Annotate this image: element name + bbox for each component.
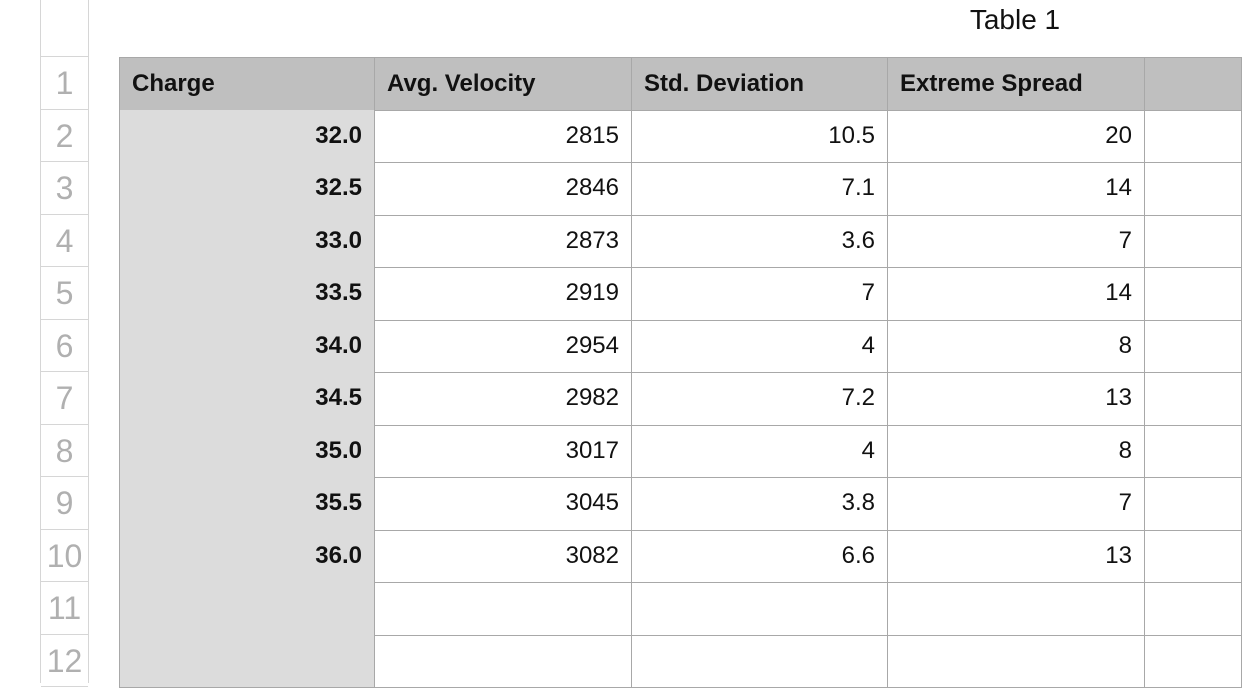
header-cell bbox=[1145, 57, 1242, 111]
row-number: 6 bbox=[41, 320, 88, 373]
row-label-cell: 34.0 bbox=[119, 320, 375, 374]
row-label-cell: 35.5 bbox=[119, 477, 375, 531]
data-cell: 6.6 bbox=[632, 530, 888, 584]
row-label-cell bbox=[119, 582, 375, 636]
data-cell: 20 bbox=[888, 110, 1145, 164]
data-cell: 2982 bbox=[375, 372, 632, 426]
data-cell: 14 bbox=[888, 267, 1145, 321]
data-cell bbox=[1145, 635, 1242, 688]
data-cell: 8 bbox=[888, 320, 1145, 374]
row-number: 2 bbox=[41, 110, 88, 163]
data-cell: 7.1 bbox=[632, 162, 888, 216]
data-cell bbox=[1145, 162, 1242, 216]
data-cell: 2919 bbox=[375, 267, 632, 321]
data-cell bbox=[1145, 372, 1242, 426]
row-number: 3 bbox=[41, 162, 88, 215]
data-cell: 13 bbox=[888, 530, 1145, 584]
row-label-cell: 35.0 bbox=[119, 425, 375, 479]
row-label-cell: 32.5 bbox=[119, 162, 375, 216]
data-cell: 3017 bbox=[375, 425, 632, 479]
data-cell: 4 bbox=[632, 320, 888, 374]
row-label-cell: 36.0 bbox=[119, 530, 375, 584]
header-cell: Avg. Velocity bbox=[375, 57, 632, 111]
row-number: 4 bbox=[41, 215, 88, 268]
data-cell bbox=[1145, 110, 1242, 164]
data-cell: 2815 bbox=[375, 110, 632, 164]
data-cell: 7 bbox=[888, 477, 1145, 531]
row-number: 9 bbox=[41, 477, 88, 530]
row-label-cell: 32.0 bbox=[119, 110, 375, 164]
data-cell: 10.5 bbox=[632, 110, 888, 164]
row-number: 11 bbox=[41, 582, 88, 635]
header-cell: Charge bbox=[119, 57, 375, 111]
data-cell bbox=[1145, 530, 1242, 584]
data-cell: 3.6 bbox=[632, 215, 888, 269]
data-cell: 14 bbox=[888, 162, 1145, 216]
data-cell bbox=[1145, 477, 1242, 531]
data-cell: 8 bbox=[888, 425, 1145, 479]
row-number: 8 bbox=[41, 425, 88, 478]
row-number: 1 bbox=[41, 57, 88, 110]
data-cell: 13 bbox=[888, 372, 1145, 426]
data-cell: 4 bbox=[632, 425, 888, 479]
data-cell bbox=[888, 635, 1145, 688]
row-label-cell bbox=[119, 635, 375, 688]
header-cell: Extreme Spread bbox=[888, 57, 1145, 111]
row-label-cell: 33.0 bbox=[119, 215, 375, 269]
row-label-cell: 33.5 bbox=[119, 267, 375, 321]
data-cell bbox=[1145, 267, 1242, 321]
data-cell: 7 bbox=[632, 267, 888, 321]
data-cell: 2873 bbox=[375, 215, 632, 269]
data-cell bbox=[888, 582, 1145, 636]
data-cell bbox=[1145, 582, 1242, 636]
data-cell bbox=[375, 582, 632, 636]
data-cell: 3.8 bbox=[632, 477, 888, 531]
data-cell bbox=[632, 635, 888, 688]
data-cell: 7.2 bbox=[632, 372, 888, 426]
data-cell: 3082 bbox=[375, 530, 632, 584]
row-number: 10 bbox=[41, 530, 88, 583]
table-title: Table 1 bbox=[940, 4, 1090, 36]
data-cell bbox=[632, 582, 888, 636]
data-cell: 2954 bbox=[375, 320, 632, 374]
header-cell: Std. Deviation bbox=[632, 57, 888, 111]
row-header-top bbox=[40, 0, 89, 57]
data-cell bbox=[1145, 215, 1242, 269]
data-cell bbox=[1145, 425, 1242, 479]
data-cell: 2846 bbox=[375, 162, 632, 216]
row-label-cell: 34.5 bbox=[119, 372, 375, 426]
data-cell: 3045 bbox=[375, 477, 632, 531]
data-cell bbox=[1145, 320, 1242, 374]
row-number: 12 bbox=[41, 635, 88, 688]
row-number: 7 bbox=[41, 372, 88, 425]
data-cell bbox=[375, 635, 632, 688]
row-number: 5 bbox=[41, 267, 88, 320]
data-cell: 7 bbox=[888, 215, 1145, 269]
